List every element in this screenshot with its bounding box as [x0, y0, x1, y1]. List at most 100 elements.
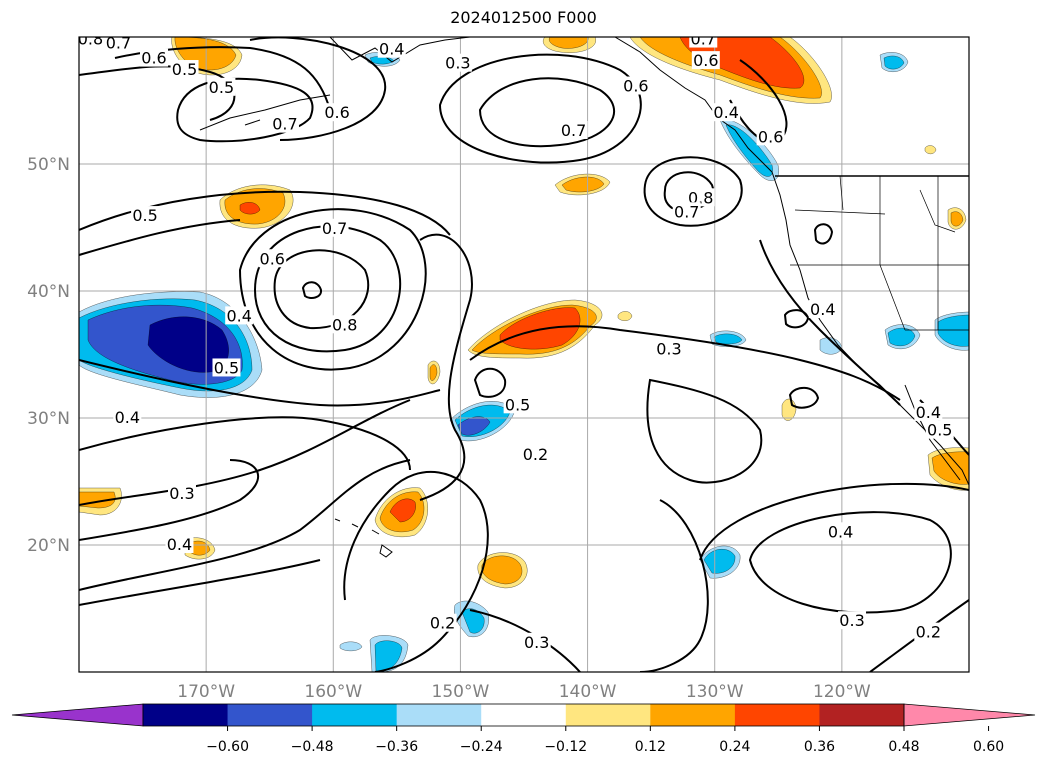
- lat-tick-label: 40°N: [27, 282, 70, 302]
- colorbar-segment: [481, 704, 567, 726]
- contour-small-3: [813, 223, 834, 245]
- lat-tick-label: 20°N: [27, 536, 70, 556]
- contour-label: 0.6: [324, 103, 349, 122]
- contour-label-bg: [756, 127, 785, 146]
- contour-0.7-ne: [478, 77, 616, 148]
- anomaly-fill-neg-2: [937, 314, 969, 347]
- contour-0.5-west: [79, 219, 241, 256]
- contour-label: 0.4: [226, 306, 251, 325]
- contour-label-bg: [712, 103, 741, 122]
- anomaly-fill-pos-1: [617, 311, 633, 321]
- baja-coast: [904, 384, 961, 481]
- anomaly-fill-pos-3: [389, 498, 416, 523]
- contour-label: 0.4: [828, 522, 853, 541]
- contour-label-bg: [503, 395, 532, 414]
- contour-label-bg: [826, 522, 855, 541]
- contour-label-bg: [925, 420, 954, 439]
- contour-label: 0.7: [674, 202, 699, 221]
- contour-0.3-sw: [79, 459, 411, 591]
- contour-label: 0.2: [916, 623, 941, 642]
- contour-label: 0.7: [106, 33, 131, 52]
- contour-label-bg: [522, 632, 551, 651]
- contour-label-bg: [914, 402, 943, 421]
- contour-label-bg: [808, 300, 837, 319]
- colorbar-tick-label: −0.12: [544, 739, 587, 755]
- contour-label: 0.7: [561, 121, 586, 140]
- contour-label: 0.3: [169, 484, 194, 503]
- lon-tick-label: 140°W: [559, 682, 617, 702]
- contour-label-bg: [165, 535, 194, 553]
- contour-label-bg: [113, 408, 142, 426]
- contour-label: 0.5: [209, 78, 234, 97]
- contour-label-bg: [654, 339, 683, 358]
- contour-label: 0.2: [430, 614, 455, 633]
- colorbar-tick-label: −0.36: [375, 739, 418, 755]
- lon-tick-label: 120°W: [813, 682, 871, 702]
- contour-small-4: [788, 386, 820, 409]
- lon-tick-label: 130°W: [686, 682, 744, 702]
- contour-0.2: [419, 233, 473, 501]
- contour-label: 0.7: [272, 115, 297, 134]
- contour-0.3-west: [79, 399, 411, 506]
- anomaly-fill-pos-2: [429, 364, 438, 381]
- contour-label: 0.2: [523, 445, 548, 464]
- contour-label: 0.7: [322, 219, 347, 238]
- contour-label: 0.4: [379, 40, 404, 59]
- contour-small-1: [473, 367, 507, 398]
- anomaly-fill-neg-2: [883, 55, 905, 70]
- anomaly-fill-neg-2: [461, 608, 485, 634]
- colorbar-segment: [396, 704, 482, 726]
- contour-0.4-sw: [79, 459, 260, 541]
- contour-label-bg: [330, 315, 359, 334]
- contour-label: 0.4: [713, 103, 738, 122]
- lon-tick-label: 170°W: [177, 682, 235, 702]
- contour-label-bg: [686, 188, 715, 207]
- contour-0.7-ne2: [643, 156, 743, 227]
- colorbar-tick-label: −0.60: [206, 739, 249, 755]
- colorbar-frame: [142, 703, 905, 727]
- colorbar-segment: [734, 704, 820, 726]
- contour-label-bg: [79, 37, 105, 48]
- contour-label: 0.3: [524, 633, 549, 652]
- contour-label: 0.3: [656, 339, 681, 358]
- contour-label-bg: [443, 53, 472, 72]
- contour-label-bg: [377, 39, 406, 58]
- contour-0.3-mid: [79, 416, 411, 471]
- contour-label: 0.4: [167, 535, 192, 554]
- bc-coast: [614, 37, 773, 173]
- colorbar-tick-label: 0.12: [635, 739, 666, 755]
- anomaly-fill-neg-1: [339, 641, 363, 652]
- contour-label-bg: [140, 48, 169, 67]
- contour-label-bg: [270, 114, 299, 133]
- contour-0.6-center: [253, 225, 402, 353]
- contour-label-bg: [691, 51, 720, 70]
- contour-label-bg: [689, 37, 718, 48]
- anomaly-fill-neg-2: [703, 549, 736, 574]
- contour-label: 0.7: [691, 30, 716, 49]
- contour-0.3-center: [469, 325, 901, 401]
- colorbar-extend-high: [903, 703, 1036, 727]
- contour-label: 0.6: [260, 249, 285, 268]
- anomaly-fill-pos-1: [924, 145, 937, 155]
- contour-label-bg: [131, 206, 160, 225]
- contour-label: 0.8: [78, 30, 103, 49]
- contour-label-bg: [320, 218, 349, 237]
- anomaly-fill-pos-2: [481, 555, 523, 585]
- contour-small-2: [783, 309, 810, 329]
- contour-label-bg: [323, 103, 352, 122]
- contour-0.4-sw2: [79, 559, 321, 606]
- colorbar-tick-label: −0.24: [460, 739, 503, 755]
- contour-label-bg: [258, 249, 287, 268]
- contour-label: 0.5: [214, 358, 239, 377]
- contour-label: 0.3: [839, 611, 864, 630]
- colorbar-tick-label: 0.48: [888, 739, 919, 755]
- contour-label: 0.5: [927, 421, 952, 440]
- colorbar-segment: [227, 704, 313, 726]
- colorbar-extend-low: [11, 703, 144, 727]
- contour-label: 0.5: [505, 395, 530, 414]
- contour-0.5: [79, 65, 236, 121]
- contour-label: 0.8: [332, 315, 357, 334]
- contour-label-bg: [225, 306, 254, 325]
- contour-label-bg: [621, 76, 650, 95]
